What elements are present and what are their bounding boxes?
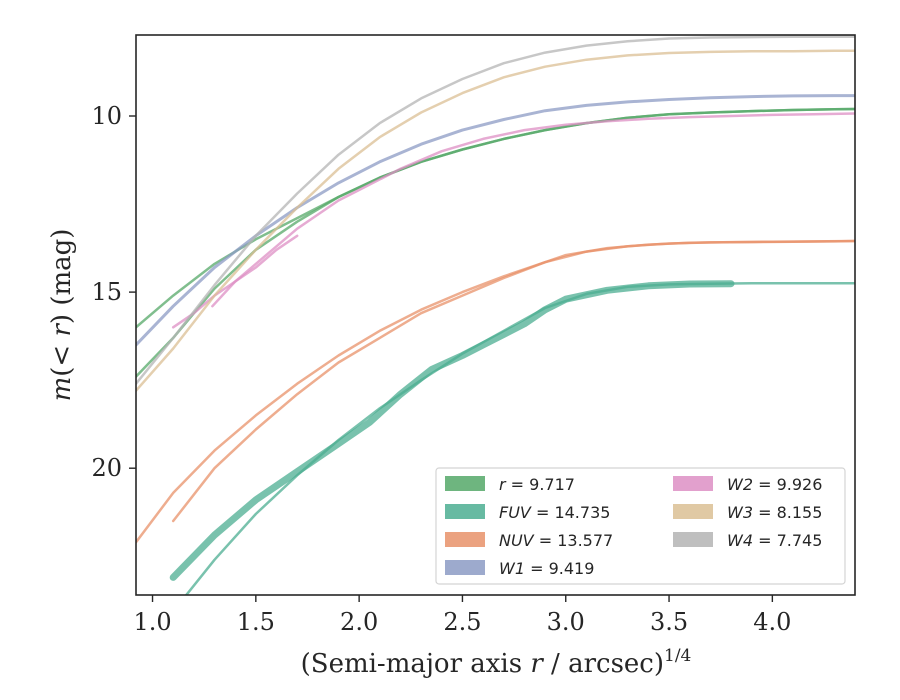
- x-axis-label-rest: / arcsec): [543, 649, 664, 679]
- x-tick-label: 2.5: [443, 608, 481, 636]
- x-tick-label: 1.0: [133, 608, 171, 636]
- x-tick-label: 3.0: [547, 608, 585, 636]
- legend-frame: [435, 467, 846, 585]
- legend-entry-symbol: W4: [727, 531, 753, 550]
- y-axis-label-symbol: m: [47, 377, 77, 402]
- y-axis-label-unit: ) (mag): [47, 229, 77, 325]
- plot-area-frame: [135, 34, 856, 596]
- legend-entry-value: = 8.155: [753, 503, 822, 522]
- legend-entry-symbol: W1: [499, 559, 525, 578]
- legend-swatch: [673, 476, 713, 491]
- series-line-w4: [136, 35, 855, 385]
- plot-curves: [136, 35, 855, 595]
- x-tick-label: 3.5: [650, 608, 688, 636]
- series-line-fuv: [184, 282, 855, 595]
- legend-entry-value: = 13.577: [534, 531, 614, 550]
- legend-entry-fuv: FUV = 14.735: [499, 503, 610, 522]
- legend-entry-value: = 14.735: [531, 503, 611, 522]
- series-line-w2: [211, 112, 855, 308]
- x-tick-label: 2.0: [340, 608, 378, 636]
- x-axis-label-text: (Semi-major axis: [301, 649, 531, 679]
- legend-entry-w1: W1 = 9.419: [499, 559, 594, 578]
- y-axis-label: m(< r) (mag): [47, 229, 77, 402]
- legend-entry-symbol: W2: [727, 475, 753, 494]
- legend-swatch: [445, 532, 485, 547]
- y-axis-ticks: 10 15 20: [91, 102, 136, 482]
- x-axis-label-var: r: [530, 649, 544, 679]
- x-axis-label-exponent: 1/4: [664, 646, 691, 666]
- y-axis-label-lt: (<: [47, 337, 77, 377]
- legend-entry-value: = 9.717: [506, 475, 575, 494]
- legend-entry-value: = 9.926: [753, 475, 822, 494]
- legend-swatch: [673, 504, 713, 519]
- x-tick-label: 4.0: [753, 608, 791, 636]
- x-axis-ticks: 1.0 1.5 2.0 2.5 3.0 3.5 4.0: [133, 595, 791, 636]
- y-tick-label: 10: [91, 102, 122, 130]
- legend-entry-w2: W2 = 9.926: [727, 475, 822, 494]
- series-line-w1: [136, 94, 855, 347]
- legend-entry-symbol: NUV: [499, 531, 535, 550]
- x-tick-label: 1.5: [237, 608, 275, 636]
- legend-swatch: [445, 476, 485, 491]
- legend-entry-symbol: r: [499, 475, 507, 494]
- legend-swatch: [445, 504, 485, 519]
- legend-entry-nuv: NUV = 13.577: [499, 531, 613, 550]
- y-tick-label: 20: [91, 454, 122, 482]
- legend-entry-w4: W4 = 7.745: [727, 531, 822, 550]
- legend-swatch: [445, 560, 485, 575]
- legend-entry-value: = 9.419: [525, 559, 594, 578]
- legend-swatch: [673, 532, 713, 547]
- series-line-nuv: [136, 239, 855, 544]
- legend-entry-r: r = 9.717: [499, 475, 575, 494]
- legend: r = 9.717 FUV = 14.735 NUV = 13.577 W1 = 9.…: [435, 467, 846, 585]
- legend-entry-w3: W3 = 8.155: [727, 503, 822, 522]
- series-line-w3: [136, 49, 855, 392]
- legend-items: r = 9.717 FUV = 14.735 NUV = 13.577 W1 = 9.…: [445, 475, 822, 578]
- legend-entry-symbol: FUV: [499, 503, 532, 522]
- y-tick-label: 15: [91, 278, 122, 306]
- x-axis-label: (Semi-major axis r / arcsec)1/4: [301, 646, 692, 679]
- legend-entry-value: = 7.745: [753, 531, 822, 550]
- legend-entry-symbol: W3: [727, 503, 753, 522]
- y-axis-label-var: r: [47, 323, 77, 337]
